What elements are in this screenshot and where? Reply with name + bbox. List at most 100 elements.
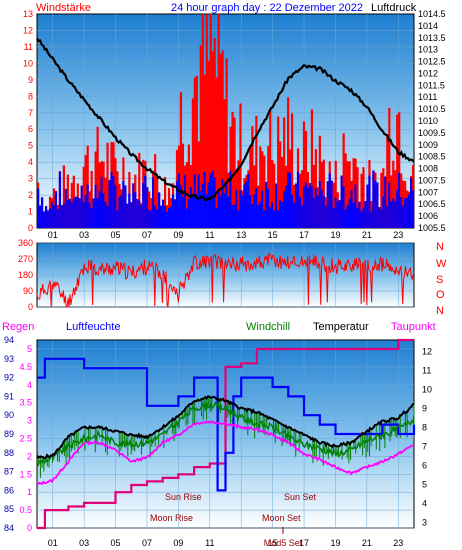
wind-speed-bar: [368, 175, 371, 228]
windstaerke-tick: 2: [28, 190, 33, 200]
windstaerke-tick: 10: [23, 58, 33, 68]
wind-gust-bar: [352, 158, 355, 228]
wind-speed-bar: [233, 204, 236, 228]
panel3-hour-tick: 07: [142, 538, 152, 548]
wind-gust-bar: [84, 154, 87, 228]
wind-speed-bar: [281, 202, 284, 228]
wind-gust-bar: [346, 161, 349, 228]
panel1-hour-tick: 23: [393, 230, 403, 240]
panel1-hour-tick: 13: [236, 230, 246, 240]
rain-tick: 0: [27, 523, 32, 533]
wind-gust-bar: [209, 14, 212, 228]
compass-n-top: N: [436, 241, 444, 253]
wind-speed-bar: [235, 189, 238, 228]
wind-speed-bar: [48, 208, 52, 228]
wind-speed-bar: [90, 207, 93, 228]
wind-gust-bar: [195, 75, 198, 228]
wind-gust-bar: [312, 165, 315, 228]
luftdruck-tick: 1008: [418, 164, 438, 174]
rain-tick: 2.5: [19, 433, 32, 443]
legend-temperatur: Temperatur: [313, 321, 369, 333]
humidity-tick: 91: [4, 391, 14, 401]
panel3-hour-tick: 19: [330, 538, 340, 548]
wind-direction-panel: 0 90 180 270 360 N W S O N: [18, 238, 447, 317]
legend-regen: Regen: [2, 321, 34, 333]
wind-speed-bar: [52, 205, 56, 228]
wind-gust-bar: [402, 180, 405, 228]
temperature-tick: 8: [422, 422, 427, 432]
wind-speed-bar: [100, 177, 103, 228]
wind-gust-bar: [281, 156, 284, 228]
wind-speed-bar: [386, 205, 389, 228]
wind-speed-bar: [253, 194, 256, 228]
pressure-line: [36, 37, 415, 202]
wind-speed-bar: [144, 175, 147, 228]
wind-speed-bar: [308, 183, 312, 228]
wind-speed-bar: [263, 210, 266, 228]
wind-direction-line: [36, 251, 415, 308]
annotation-mond-set-axis: Mod5 Set: [264, 538, 303, 548]
wind-speed-bar: [72, 197, 75, 228]
windstaerke-tick: 1: [28, 207, 33, 217]
windstaerke-tick: 11: [24, 42, 33, 52]
wind-speed-bar: [84, 195, 87, 228]
wind-speed-bar: [277, 210, 280, 228]
wind-speed-bar: [191, 196, 194, 228]
header-title: 24 hour graph day : 22 Dezember 2022: [171, 2, 363, 14]
wind-speed-bar: [86, 184, 89, 228]
windstaerke-tick: 0: [28, 223, 33, 233]
luftdruck-tick: 1006.5: [418, 199, 446, 209]
wind-speed-bar: [104, 201, 107, 228]
wind-gust-bar: [90, 170, 93, 228]
wind-speed-bar: [316, 195, 319, 228]
wind-speed-bar: [213, 177, 216, 228]
windstaerke-tick: 9: [28, 75, 33, 85]
wind-speed-bar: [201, 183, 204, 228]
wind-speed-bar: [215, 208, 218, 228]
wind-speed-bar: [152, 177, 155, 228]
wind-speed-bar: [255, 188, 258, 228]
wind-speed-bar: [384, 176, 387, 228]
wind-speed-bar: [173, 199, 177, 228]
wind-gust-bar: [116, 171, 119, 228]
wind-speed-bar: [294, 183, 298, 228]
wind-speed-bar: [356, 207, 359, 228]
wind-gust-bar: [207, 60, 210, 228]
wind-gust-bar: [255, 115, 258, 228]
rain-axis: 0 0.5 1 1.5 2 2.5 3 3.5 4 4.5 5: [19, 344, 32, 533]
wind-gust-bar: [310, 109, 314, 228]
panel1-hour-axis: 01 03 05 07 09 11 13 15 17 19 21 23: [48, 230, 404, 240]
temperature-axis: 3 4 5 6 7 8 9 10 11 12: [422, 346, 432, 527]
wind-speed-bar: [302, 186, 306, 228]
wind-speed-bar: [193, 174, 196, 228]
wind-speed-bar: [390, 201, 393, 228]
wind-speed-bar: [410, 177, 413, 228]
wind-speed-bar: [181, 196, 185, 228]
luftdruck-tick: 1014: [418, 21, 438, 31]
wind-speed-bar: [40, 197, 44, 228]
wind-speed-bar: [209, 173, 212, 228]
wind-speed-bar: [46, 210, 50, 228]
wind-speed-bar: [306, 187, 310, 228]
wind-speed-bar: [114, 185, 117, 228]
wind-speed-bar: [245, 181, 248, 228]
wind-speed-bar: [273, 210, 276, 228]
wind-gust-bar: [187, 144, 190, 228]
wind-speed-bar: [66, 199, 69, 228]
wind-speed-bar: [122, 181, 125, 228]
wind-speed-bar: [287, 172, 290, 228]
wind-speed-bar: [211, 170, 214, 228]
windstaerke-tick: 3: [28, 174, 33, 184]
wind-speed-bar: [392, 198, 395, 228]
humidity-tick: 90: [4, 410, 14, 420]
wind-gust-bar: [277, 116, 280, 228]
wind-gust-bar: [163, 177, 167, 228]
wind-speed-bar: [132, 183, 135, 228]
wind-speed-bar: [352, 202, 355, 228]
wind-speed-bar: [219, 195, 222, 228]
wind-speed-bar: [370, 211, 373, 228]
wind-speed-bar: [330, 180, 333, 228]
wind-gust-bar: [394, 170, 397, 228]
wind-speed-bar: [183, 175, 187, 228]
